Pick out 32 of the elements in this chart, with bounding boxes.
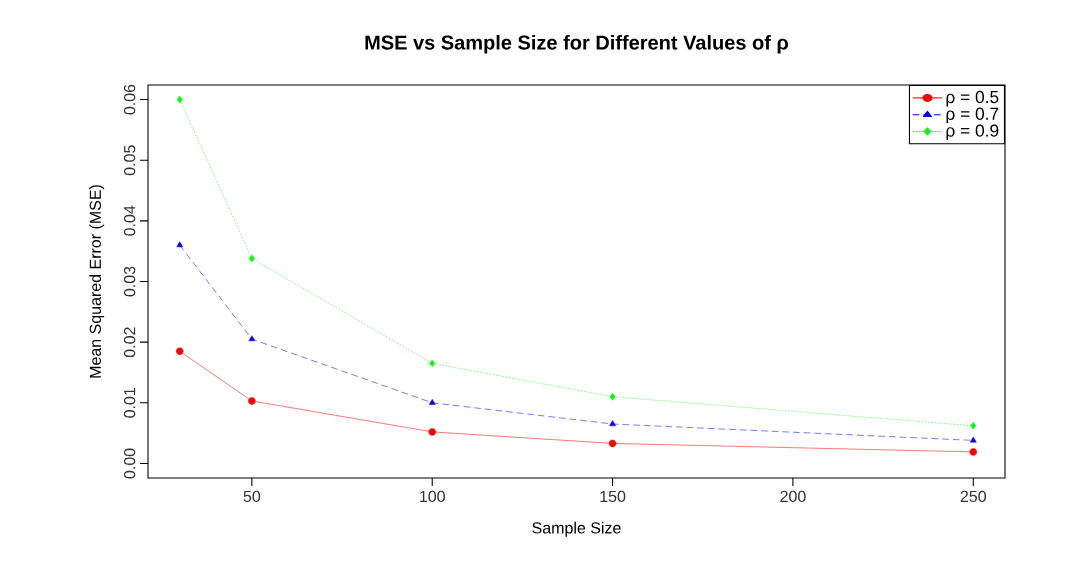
- point: [176, 241, 184, 248]
- point: [248, 335, 256, 342]
- legend-label: ρ = 0.5: [946, 90, 999, 107]
- point: [969, 448, 978, 456]
- point: [609, 392, 616, 401]
- point: [429, 359, 436, 368]
- x-tick-label: 50: [243, 490, 261, 503]
- y-tick-label: 0.05: [123, 145, 136, 176]
- point: [970, 436, 977, 443]
- chart-title: MSE vs Sample Size for Different Values of ρ: [365, 34, 789, 54]
- legend-label: ρ = 0.7: [946, 107, 999, 124]
- point: [428, 428, 436, 436]
- point: [970, 422, 977, 430]
- legend-label: ρ = 0.9: [946, 124, 999, 141]
- y-tick-label: 0.01: [123, 388, 136, 418]
- point: [248, 397, 256, 405]
- x-axis-title: Sample Size: [532, 521, 621, 537]
- x-tick-label: 100: [420, 490, 445, 503]
- y-tick-label: 0.02: [123, 327, 136, 358]
- point: [609, 420, 616, 427]
- point: [428, 399, 436, 405]
- point: [176, 95, 183, 104]
- y-tick-label: 0.04: [123, 205, 136, 236]
- x-tick-label: 150: [600, 490, 626, 503]
- point: [608, 439, 617, 448]
- y-tick-label: 0.06: [123, 84, 136, 115]
- y-tick-label: 0.03: [123, 266, 136, 297]
- y-axis-title: Mean Squared Error (MSE): [89, 185, 105, 378]
- x-tick-label: 200: [780, 490, 806, 503]
- point: [176, 347, 184, 355]
- x-tick-label: 250: [960, 490, 986, 503]
- y-tick-label: 0.00: [123, 448, 136, 479]
